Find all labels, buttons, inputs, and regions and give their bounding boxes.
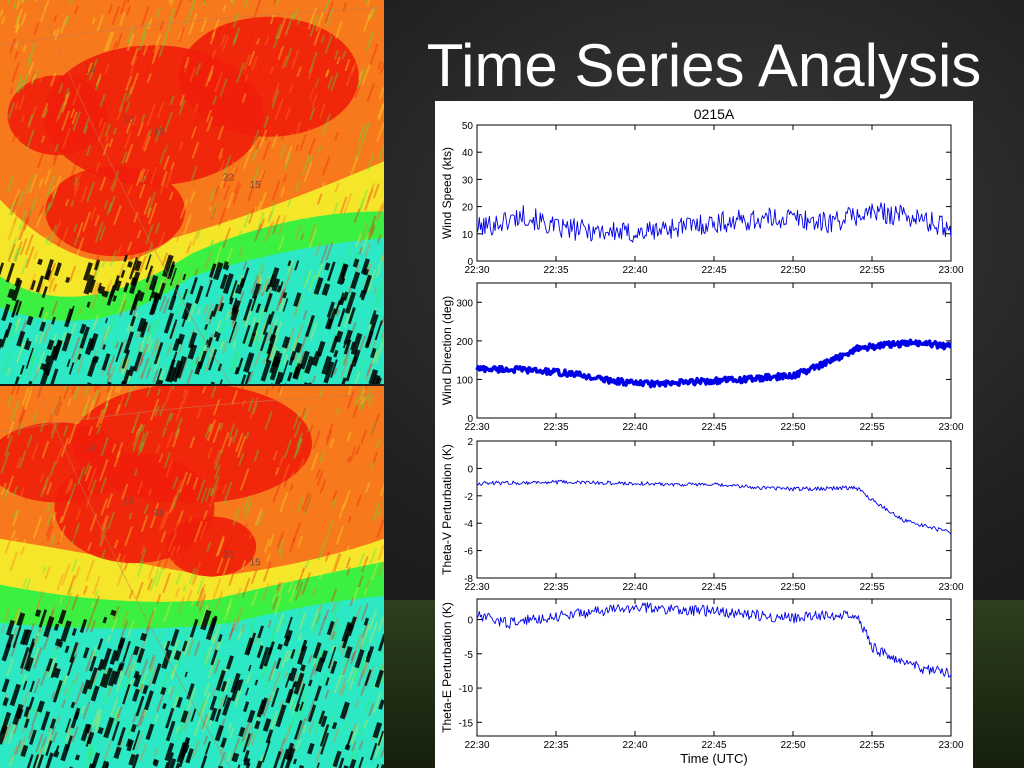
radar-range-label: 22 bbox=[223, 172, 235, 183]
x-tick-label: 22:35 bbox=[543, 265, 568, 276]
x-tick-label: 22:50 bbox=[780, 265, 805, 276]
series-line bbox=[476, 479, 952, 536]
radar-range-label: 18 bbox=[154, 508, 166, 519]
y-tick-label: 0 bbox=[467, 464, 473, 475]
x-tick-label: 22:40 bbox=[622, 582, 647, 593]
x-tick-label: 22:55 bbox=[859, 422, 884, 433]
radar-range-label: 19 bbox=[154, 126, 166, 137]
y-tick-label: -2 bbox=[464, 492, 473, 503]
y-tick-label: 10 bbox=[462, 230, 474, 241]
y-tick-label: 300 bbox=[456, 298, 473, 309]
x-tick-label: 22:50 bbox=[780, 740, 805, 751]
x-tick-label: 23:00 bbox=[938, 422, 963, 433]
x-axis-label: Time (UTC) bbox=[680, 751, 747, 766]
x-tick-label: 22:45 bbox=[701, 582, 726, 593]
y-tick-label: 0 bbox=[467, 257, 473, 268]
panel-1: 0 10 20 30 40 50 22:30 22:35 22:40 22:45 22:50 22:5… bbox=[440, 106, 964, 276]
radar-range-ring bbox=[37, 0, 231, 384]
y-axis-label: Theta-E Perturbation (K) bbox=[440, 602, 454, 733]
radar-range-label: 22 bbox=[223, 550, 235, 561]
slide-title: Time Series Analysis bbox=[426, 32, 982, 99]
radar-core bbox=[0, 422, 128, 503]
radar-range-ring bbox=[37, 386, 231, 768]
panel-3: -8 -6 -4 -2 0 2 22:30 22:35 22:40 22:45 22:50 22:55… bbox=[440, 437, 964, 593]
radar-range-label: 16 bbox=[123, 115, 135, 126]
chart-title: 0215A bbox=[694, 106, 735, 122]
radar-core bbox=[7, 75, 108, 156]
panel-2: 0 100 200 300 22:30 22:35 22:40 22:45 22:50 22:55… bbox=[440, 282, 964, 433]
y-tick-label: -6 bbox=[464, 547, 473, 558]
x-tick-label: 22:30 bbox=[464, 740, 489, 751]
y-tick-label: 100 bbox=[456, 375, 473, 386]
radar-core bbox=[166, 516, 257, 577]
series-line bbox=[476, 602, 952, 678]
x-tick-label: 22:35 bbox=[543, 582, 568, 593]
y-tick-label: 20 bbox=[462, 203, 474, 214]
x-tick-label: 22:50 bbox=[780, 582, 805, 593]
radar-core bbox=[178, 16, 359, 137]
y-tick-label: 0 bbox=[467, 616, 473, 627]
x-tick-label: 22:55 bbox=[859, 265, 884, 276]
y-tick-label: 50 bbox=[462, 121, 474, 132]
x-tick-label: 22:40 bbox=[622, 422, 647, 433]
y-tick-label: -8 bbox=[464, 574, 473, 585]
radar-range-label: 15 bbox=[250, 180, 262, 191]
radar-range-ring bbox=[0, 7, 384, 47]
plot-frame bbox=[476, 440, 952, 579]
radar-core bbox=[45, 166, 186, 257]
y-tick-label: -10 bbox=[459, 684, 474, 695]
series-line bbox=[475, 338, 952, 389]
y-tick-label: 30 bbox=[462, 175, 474, 186]
y-tick-label: 2 bbox=[467, 437, 473, 448]
x-tick-label: 23:00 bbox=[938, 582, 963, 593]
x-tick-label: 22:40 bbox=[622, 740, 647, 751]
radar-low-reflectivity bbox=[0, 238, 384, 384]
panel-4: -15 -10 -5 0 22:30 22:35 22:40 22:45 22:50 22:55 2… bbox=[440, 598, 964, 766]
plot-frame bbox=[476, 124, 952, 262]
radar-image-bottom: 14 16 18 22 15 bbox=[0, 386, 384, 768]
series-line bbox=[476, 202, 952, 243]
radar-range-label: 14 bbox=[84, 443, 96, 454]
radar-image-top: 14 16 19 22 15 bbox=[0, 0, 384, 384]
y-tick-label: 200 bbox=[456, 337, 473, 348]
time-series-figure: 0 10 20 30 40 50 22:30 22:35 22:40 22:45 22:50 22:5… bbox=[435, 101, 973, 768]
x-tick-label: 22:55 bbox=[859, 582, 884, 593]
x-tick-label: 22:35 bbox=[543, 740, 568, 751]
y-tick-label: -4 bbox=[464, 519, 473, 530]
y-tick-label: -15 bbox=[459, 718, 474, 729]
radar-range-label: 14 bbox=[84, 65, 96, 76]
x-tick-label: 23:00 bbox=[938, 265, 963, 276]
x-tick-label: 22:30 bbox=[464, 265, 489, 276]
radar-range-ring bbox=[0, 393, 384, 433]
y-axis-label: Theta-V Perturbation (K) bbox=[440, 444, 454, 575]
x-tick-label: 22:50 bbox=[780, 422, 805, 433]
plot-frame bbox=[476, 282, 952, 419]
y-axis-label: Wind Direction (deg) bbox=[440, 296, 454, 405]
x-tick-label: 22:45 bbox=[701, 740, 726, 751]
x-tick-label: 22:45 bbox=[701, 422, 726, 433]
radar-range-label: 15 bbox=[250, 558, 262, 569]
radar-range-label: 16 bbox=[123, 496, 135, 507]
x-tick-label: 23:00 bbox=[938, 740, 963, 751]
x-tick-label: 22:35 bbox=[543, 422, 568, 433]
y-tick-label: 0 bbox=[467, 414, 473, 425]
x-tick-label: 22:30 bbox=[464, 422, 489, 433]
x-tick-label: 22:30 bbox=[464, 582, 489, 593]
x-tick-label: 22:40 bbox=[622, 265, 647, 276]
y-axis-label: Wind Speed (kts) bbox=[440, 147, 454, 239]
x-tick-label: 22:45 bbox=[701, 265, 726, 276]
y-tick-label: 40 bbox=[462, 148, 474, 159]
x-tick-label: 22:55 bbox=[859, 740, 884, 751]
y-tick-label: -5 bbox=[464, 650, 473, 661]
